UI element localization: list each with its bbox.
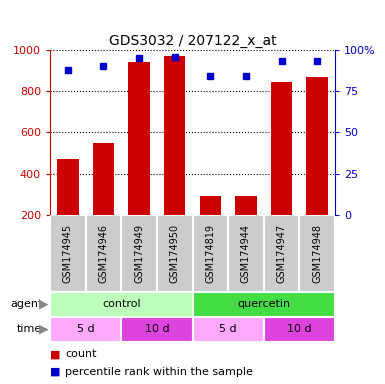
Bar — [235, 197, 257, 215]
Text: agent: agent — [10, 299, 42, 310]
Text: GSM174947: GSM174947 — [276, 224, 286, 283]
Bar — [50, 292, 192, 317]
Title: GDS3032 / 207122_x_at: GDS3032 / 207122_x_at — [109, 33, 276, 48]
Bar — [157, 215, 192, 292]
Text: GSM174948: GSM174948 — [312, 224, 322, 283]
Bar — [85, 215, 121, 292]
Bar — [128, 62, 150, 215]
Bar — [228, 215, 264, 292]
Bar — [50, 215, 85, 292]
Bar — [192, 292, 335, 317]
Bar — [264, 215, 300, 292]
Text: control: control — [102, 299, 141, 310]
Text: GSM174949: GSM174949 — [134, 224, 144, 283]
Text: percentile rank within the sample: percentile rank within the sample — [65, 366, 253, 377]
Bar — [306, 77, 328, 215]
Text: time: time — [17, 324, 42, 334]
Bar — [57, 159, 79, 215]
Bar — [192, 317, 264, 342]
Text: ■: ■ — [50, 366, 60, 377]
Bar — [93, 143, 114, 215]
Text: ■: ■ — [50, 349, 60, 359]
Bar — [192, 215, 228, 292]
Text: GSM174950: GSM174950 — [170, 224, 180, 283]
Text: GSM174819: GSM174819 — [205, 224, 215, 283]
Text: 5 d: 5 d — [77, 324, 94, 334]
Bar — [50, 317, 121, 342]
Text: GSM174946: GSM174946 — [99, 224, 109, 283]
Text: 10 d: 10 d — [287, 324, 311, 334]
Bar — [121, 215, 157, 292]
Bar — [199, 197, 221, 215]
Bar — [264, 317, 335, 342]
Text: GSM174945: GSM174945 — [63, 224, 73, 283]
Text: count: count — [65, 349, 97, 359]
Bar — [164, 56, 186, 215]
Text: quercetin: quercetin — [237, 299, 290, 310]
Bar — [300, 215, 335, 292]
Bar — [271, 82, 292, 215]
Text: ▶: ▶ — [38, 323, 48, 336]
Text: ▶: ▶ — [38, 298, 48, 311]
Text: 10 d: 10 d — [145, 324, 169, 334]
Text: 5 d: 5 d — [219, 324, 237, 334]
Bar — [121, 317, 192, 342]
Text: GSM174944: GSM174944 — [241, 224, 251, 283]
